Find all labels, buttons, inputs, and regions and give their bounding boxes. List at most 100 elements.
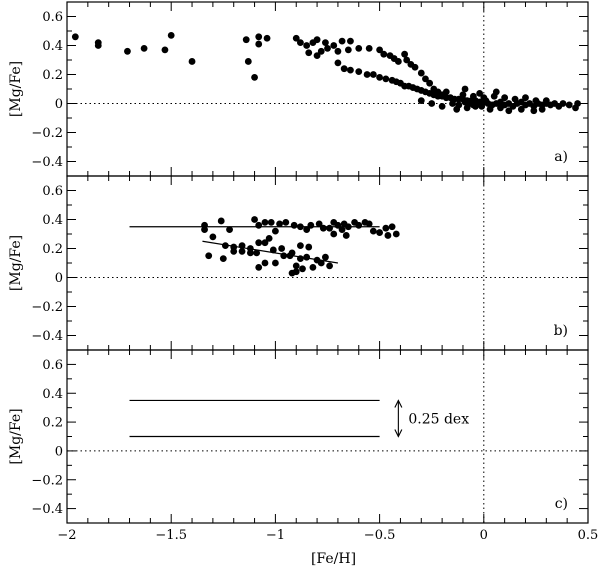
data-point [276,220,283,228]
data-point [388,223,396,231]
data-point [442,88,450,96]
data-point [94,42,102,49]
x-tick-label: −2 [57,528,76,543]
data-point [542,97,550,104]
panel-label: c) [555,496,568,512]
data-point [369,71,377,78]
data-point [344,46,352,54]
data-point [369,227,377,235]
data-point [297,255,304,263]
data-point [251,74,258,81]
data-point [501,94,509,102]
annotation-label: 0.25 dex [408,411,469,427]
data-point [267,219,275,226]
data-point [305,243,313,251]
data-point [422,75,429,83]
data-point [140,45,148,52]
data-point [505,107,513,115]
data-point [401,50,409,58]
y-tick-label: 0.6 [42,358,63,373]
y-tick-label: 0.2 [42,416,63,431]
y-axis-label: [Mg/Fe] [8,235,24,291]
data-point [255,239,263,247]
data-point [201,226,208,234]
data-point [382,75,390,83]
data-point [426,79,434,87]
y-axis-label: [Mg/Fe] [8,61,24,117]
data-point [376,46,383,54]
data-point [292,268,300,276]
y-tick-label: 0.2 [42,68,63,83]
data-point [317,47,325,55]
y-tick-label: 0 [55,271,63,286]
data-point [269,246,277,254]
data-point [244,58,252,65]
data-point [497,104,504,112]
data-point [292,262,300,270]
data-point [272,259,279,267]
data-point [280,252,288,260]
arrow-head-down [394,429,403,438]
data-point [334,59,342,67]
panel-label: b) [554,323,568,339]
data-point [511,95,519,103]
data-point [344,223,352,231]
data-point [459,91,467,99]
y-tick-label: −0.4 [31,155,63,170]
data-point [347,37,354,45]
y-tick-label: 0.4 [42,387,63,402]
data-point [221,242,229,250]
data-point [292,34,300,42]
data-point [238,242,246,250]
data-point [263,34,271,42]
data-point [309,263,317,271]
data-point [417,97,425,104]
data-point [305,49,313,57]
data-point [324,45,331,52]
data-point [449,100,456,107]
data-point [334,221,342,229]
data-point [517,105,525,113]
y-axis-label: [Mg/Fe] [8,408,24,464]
data-point [124,47,131,55]
data-point [188,58,196,65]
data-point [319,224,327,232]
data-point [303,253,311,261]
data-point [313,36,321,44]
data-point [522,94,529,102]
y-tick-label: 0.4 [42,39,63,54]
data-point [71,33,79,41]
y-tick-label: −0.4 [31,329,63,344]
data-point [463,104,471,112]
y-tick-label: 0.2 [42,242,63,257]
data-point [330,230,338,238]
data-point [453,105,461,113]
data-point [282,219,290,226]
panel-frame [66,175,589,351]
data-point [340,65,348,73]
data-point [469,92,477,100]
x-tick-label: 0.5 [578,528,599,543]
arrow-head-up [394,399,403,408]
data-point [315,220,323,228]
data-point [334,47,342,55]
data-point [246,249,254,257]
data-point [482,97,490,104]
data-point [255,263,263,271]
data-point [403,56,411,64]
data-point [376,229,383,236]
data-point [476,89,484,97]
data-point [363,71,371,78]
y-tick-label: 0 [55,97,63,112]
data-point [253,249,261,257]
x-axis-label: [Fe/H] [311,551,356,567]
data-point [355,68,363,75]
data-point [297,223,304,231]
panel-frame [66,1,589,177]
data-point [394,58,402,65]
x-tick-label: 0 [480,528,488,543]
data-point [255,33,263,41]
data-point [290,221,298,229]
data-point [382,224,390,232]
